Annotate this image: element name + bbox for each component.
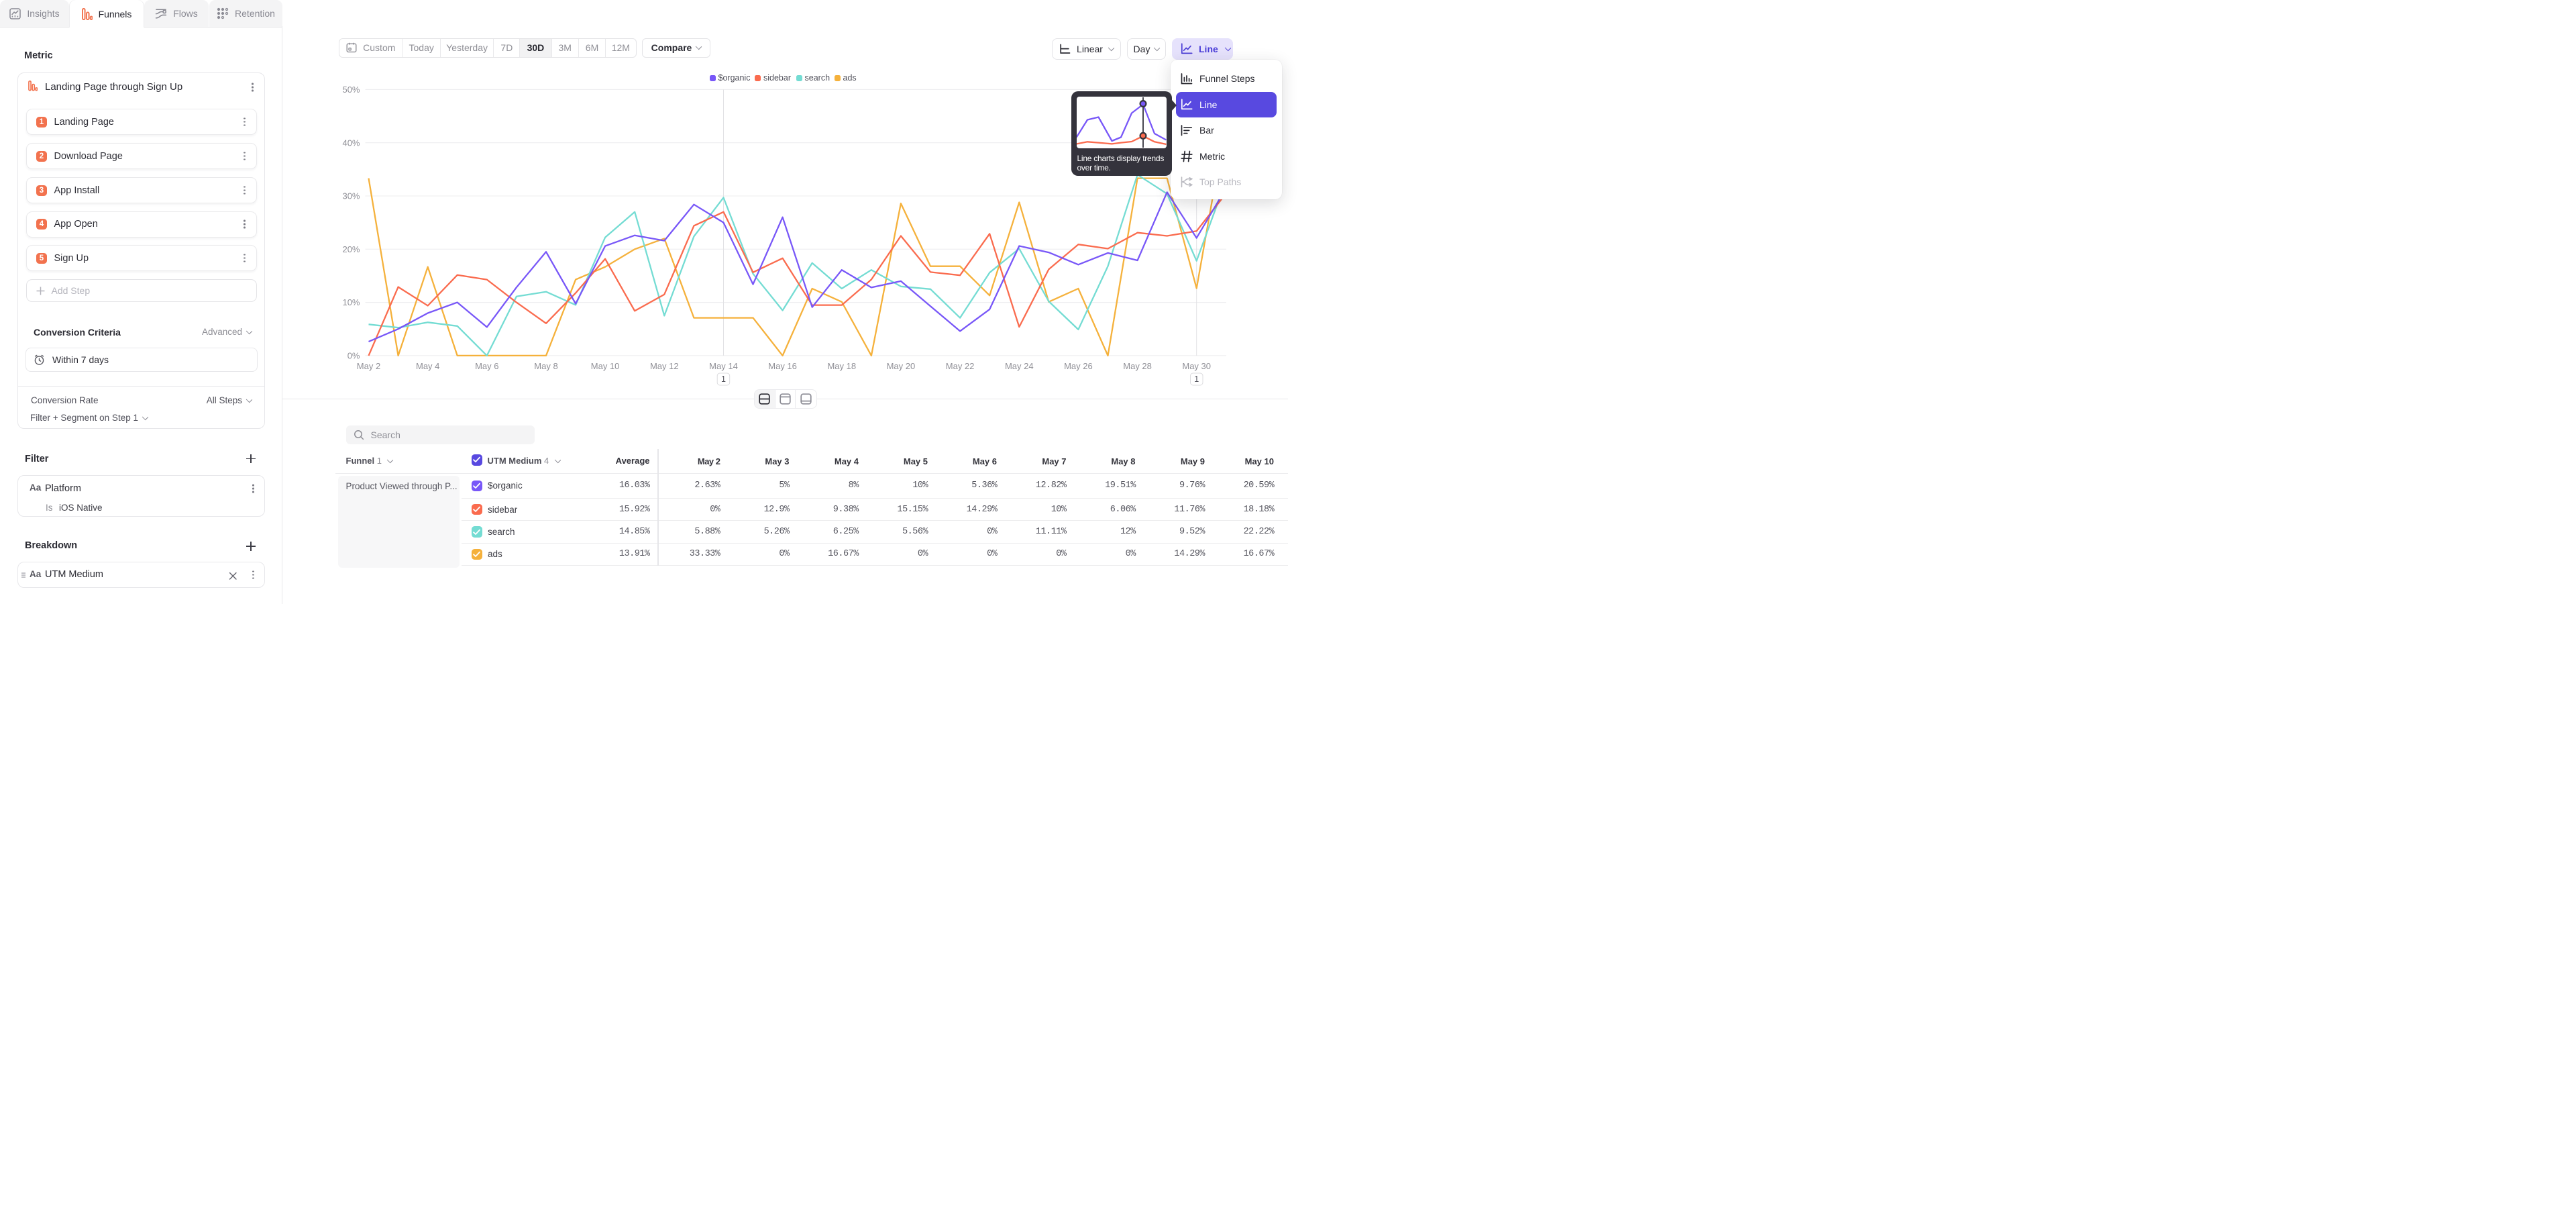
svg-text:May 2: May 2: [357, 361, 380, 371]
svg-text:May 14: May 14: [709, 361, 738, 371]
svg-text:1: 1: [721, 374, 726, 384]
svg-text:May 16: May 16: [768, 361, 797, 371]
svg-text:May 10: May 10: [591, 361, 620, 371]
svg-text:May 12: May 12: [650, 361, 679, 371]
svg-text:40%: 40%: [342, 138, 360, 148]
svg-text:May 30: May 30: [1182, 361, 1211, 371]
svg-text:May 18: May 18: [827, 361, 856, 371]
svg-text:30%: 30%: [342, 191, 360, 201]
svg-text:May 24: May 24: [1005, 361, 1034, 371]
svg-text:1: 1: [1194, 374, 1199, 384]
svg-text:May 6: May 6: [475, 361, 498, 371]
svg-text:May 20: May 20: [887, 361, 916, 371]
svg-text:0%: 0%: [347, 351, 360, 361]
svg-text:May 26: May 26: [1064, 361, 1093, 371]
svg-text:May 28: May 28: [1123, 361, 1152, 371]
svg-text:20%: 20%: [342, 244, 360, 254]
svg-text:May 4: May 4: [416, 361, 439, 371]
svg-text:May 22: May 22: [946, 361, 975, 371]
svg-text:10%: 10%: [342, 297, 360, 307]
svg-text:50%: 50%: [342, 85, 360, 95]
svg-text:May 8: May 8: [534, 361, 557, 371]
